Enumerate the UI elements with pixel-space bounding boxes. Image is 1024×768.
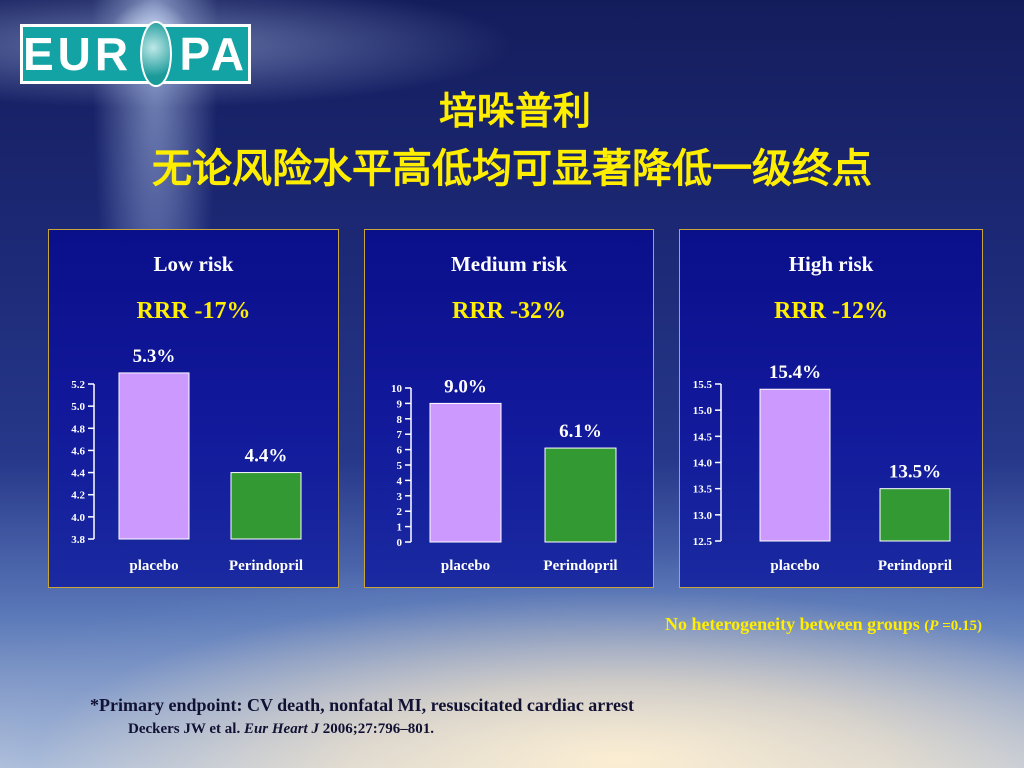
data-label: 6.1% <box>559 421 602 442</box>
bar-perindopril <box>879 488 951 542</box>
y-tick-label: 2 <box>397 506 403 518</box>
y-tick-label: 1 <box>397 522 403 534</box>
chart-title: High risk <box>788 252 874 276</box>
page-title: 培哚普利 <box>438 89 591 133</box>
reference: Deckers JW et al. Eur Heart J 2006;27:79… <box>128 721 434 738</box>
bar-chart-medium-risk: 0 1 2 3 4 5 6 7 8 9 10 9.0% placebo 6.1% Perindopril <box>391 376 618 574</box>
y-tick-label: 4.6 <box>71 445 85 457</box>
bar-chart-high-risk: 12.5 13.0 13.5 14.0 14.5 15.0 15.5 15.4% placebo… <box>693 362 952 574</box>
bar-chart-low-risk: 3.8 4.0 4.2 4.4 4.6 4.8 5.0 5.2 5.3% placebo 4.4% P… <box>71 346 303 574</box>
chart-panel-medium-risk: Medium risk RRR -32% 0 1 2 3 4 5 6 7 8 9 10 9.0% pla… <box>364 229 654 588</box>
ref-authors: Deckers JW et al. <box>128 721 244 737</box>
p-open: ( <box>924 618 930 634</box>
y-tick-label: 4.8 <box>71 423 85 435</box>
chart-rrr: RRR -32% <box>452 298 566 324</box>
data-label: 4.4% <box>245 446 288 467</box>
heterogeneity-text: No heterogeneity between groups <box>664 614 920 634</box>
y-tick-label: 3.8 <box>71 534 85 546</box>
y-tick-label: 5.2 <box>71 379 85 391</box>
bar-perindopril <box>544 447 617 543</box>
heterogeneity-note: No heterogeneity between groups (P =0.15… <box>665 614 982 635</box>
y-tick-label: 0 <box>397 537 403 549</box>
page-subtitle: 无论风险水平高低均可显著降低一级终点 <box>152 146 872 192</box>
europa-logo: EUR PA <box>20 21 251 87</box>
ref-journal: Eur Heart J <box>243 721 319 737</box>
y-tick-label: 4 <box>397 475 403 487</box>
bar-placebo <box>118 372 190 540</box>
globe-icon <box>140 21 172 87</box>
y-tick-label: 3 <box>397 491 403 503</box>
p-label: P <box>929 618 939 634</box>
logo-text-right: PA <box>179 28 248 80</box>
y-tick-label: 9 <box>397 398 403 410</box>
chart-rrr: RRR -17% <box>136 298 251 324</box>
ref-rest: 2006;27:796–801. <box>318 721 434 737</box>
y-tick-label: 10 <box>391 383 403 395</box>
category-label: Perindopril <box>229 558 303 574</box>
y-tick-label: 5 <box>397 460 403 472</box>
category-label: placebo <box>770 558 819 574</box>
p-value: =0.15) <box>938 618 982 634</box>
chart-title: Low risk <box>153 252 234 276</box>
chart-title: Medium risk <box>450 252 568 276</box>
y-tick-label: 14.5 <box>693 431 713 443</box>
chart-panel-low-risk: Low risk RRR -17% 3.8 4.0 4.2 4.4 4.6 4.8 5.0 5… <box>48 229 339 588</box>
category-label: Perindopril <box>543 558 617 574</box>
data-label: 15.4% <box>769 362 821 383</box>
data-label: 5.3% <box>133 346 176 367</box>
y-tick-label: 15.0 <box>693 405 713 417</box>
bar-placebo <box>429 402 502 543</box>
y-tick-label: 6 <box>397 445 403 457</box>
y-tick-label: 4.0 <box>71 512 85 524</box>
y-tick-label: 4.2 <box>71 490 85 502</box>
y-tick-label: 4.4 <box>71 468 85 480</box>
data-label: 9.0% <box>444 376 487 397</box>
y-tick-label: 13.5 <box>693 484 713 496</box>
y-tick-label: 5.0 <box>71 401 85 413</box>
y-tick-label: 12.5 <box>693 536 713 548</box>
primary-endpoint-note: *Primary endpoint: CV death, nonfatal MI… <box>90 695 634 715</box>
category-label: placebo <box>129 558 178 574</box>
y-tick-label: 13.0 <box>693 510 713 522</box>
y-tick-label: 14.0 <box>693 458 713 470</box>
category-label: placebo <box>441 558 490 574</box>
y-tick-label: 8 <box>397 414 403 426</box>
data-label: 13.5% <box>889 462 941 483</box>
y-tick-label: 7 <box>397 429 403 441</box>
bar-placebo <box>759 388 831 542</box>
bar-perindopril <box>230 472 302 540</box>
category-label: Perindopril <box>878 558 952 574</box>
chart-rrr: RRR -12% <box>774 298 888 324</box>
chart-panel-high-risk: High risk RRR -12% 12.5 13.0 13.5 14.0 14.5 1… <box>679 229 983 588</box>
y-tick-label: 15.5 <box>693 379 713 391</box>
logo-text-left: EUR <box>23 28 133 80</box>
